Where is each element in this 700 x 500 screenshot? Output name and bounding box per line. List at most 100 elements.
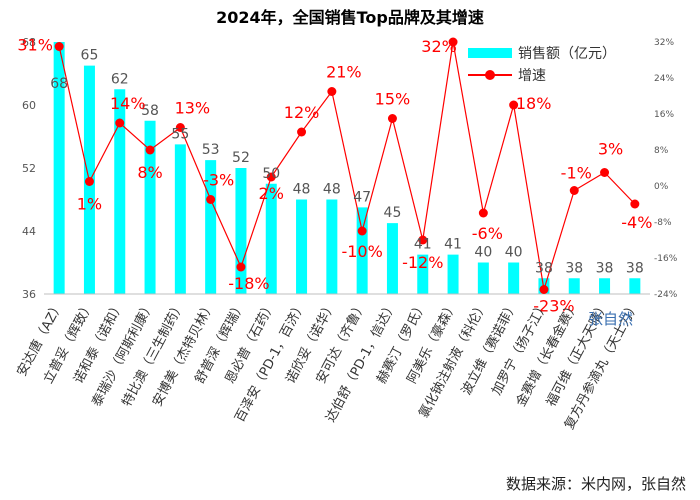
bar-value-label: 68 (50, 76, 68, 92)
growth-marker (509, 100, 519, 110)
growth-marker (387, 114, 397, 123)
y-right-tick-label: 0% (654, 182, 669, 192)
axes: 36 44 52 60 68 -24% -16% -8% 0% 8% 16% 24% 32% (22, 36, 678, 301)
growth-marker (357, 226, 367, 236)
bar-value-label: 41 (414, 237, 432, 253)
bar (386, 223, 398, 294)
bar (508, 262, 520, 294)
bar (235, 168, 247, 294)
growth-marker (236, 262, 246, 272)
bar (205, 160, 217, 294)
bar-value-label: 65 (81, 48, 99, 64)
growth-marker (539, 285, 549, 294)
growth-marker (84, 177, 94, 186)
y-left-tick-label: 60 (22, 99, 36, 112)
bar-value-label: 47 (353, 189, 371, 205)
bar-value-label: 58 (141, 103, 159, 119)
legend: 销售额（亿元） 增速 (468, 42, 616, 86)
bar-value-label: 40 (474, 245, 492, 261)
bar-value-label: 52 (232, 150, 250, 166)
legend-item-sales: 销售额（亿元） (468, 42, 616, 64)
bar (417, 254, 429, 294)
growth-value-label: -12% (402, 253, 443, 272)
growth-value-label: -1% (561, 164, 592, 183)
growth-value-label: 14% (110, 94, 146, 113)
bar (114, 89, 126, 294)
y-right-tick-label: 24% (654, 74, 674, 84)
legend-swatch-line (468, 70, 512, 80)
y-left-tick-label: 52 (22, 162, 36, 175)
growth-value-label: 2% (259, 184, 284, 203)
y-right-tick-label: -24% (654, 290, 678, 300)
legend-item-growth: 增速 (468, 64, 616, 86)
x-axis-categories: 安达唐（AZ）立普妥（辉致）诺和泰（诺和）泰瑞沙（阿斯利康）特比澳（三生制药）安… (14, 298, 643, 432)
growth-marker (175, 123, 185, 132)
bar (447, 254, 459, 294)
watermark-author: 张自然 (588, 310, 634, 328)
legend-label-growth: 增速 (518, 68, 546, 84)
growth-value-label: 13% (175, 99, 211, 118)
growth-marker (600, 168, 610, 177)
growth-marker (569, 186, 579, 195)
legend-label-sales: 销售额（亿元） (518, 46, 616, 62)
growth-marker (54, 42, 64, 51)
y-left-tick-label: 36 (22, 288, 36, 301)
y-right-tick-label: -16% (654, 254, 678, 264)
growth-marker (418, 235, 428, 245)
bar (599, 278, 611, 294)
bar (144, 120, 156, 294)
growth-value-label: -23% (533, 297, 574, 316)
growth-value-label: -6% (472, 224, 503, 243)
chart-title: 2024年，全国销售Top品牌及其增速 (216, 8, 484, 27)
growth-value-label: 31% (17, 36, 53, 55)
growth-value-label: 18% (516, 94, 552, 113)
y-left-tick-label: 44 (22, 225, 36, 238)
growth-marker (478, 208, 488, 218)
growth-value-label: -18% (228, 274, 269, 293)
growth-marker (145, 145, 155, 155)
growth-marker (327, 87, 337, 96)
growth-value-label: 8% (137, 163, 162, 182)
bar-value-label: 40 (505, 245, 523, 261)
growth-value-label: 1% (77, 195, 102, 214)
growth-marker (448, 37, 458, 47)
y-right-tick-label: -8% (654, 218, 672, 228)
bar-value-label: 53 (202, 142, 220, 158)
growth-value-label: 21% (326, 63, 362, 82)
bar (326, 199, 338, 294)
bar-value-label: 45 (384, 205, 402, 221)
bar-value-label: 48 (293, 182, 311, 198)
bar (477, 262, 489, 294)
bar (53, 42, 65, 294)
growth-value-label: 3% (598, 140, 623, 159)
bar-value-label: 38 (626, 260, 644, 276)
bar-value-label: 38 (535, 260, 553, 276)
bar-value-label: 41 (444, 237, 462, 253)
bar (356, 207, 368, 294)
growth-value-label: -3% (203, 171, 234, 190)
y-right-tick-label: 8% (654, 146, 669, 156)
bar (568, 278, 580, 294)
growth-value-label: 15% (375, 90, 411, 109)
bar-value-label: 55 (171, 126, 189, 142)
growth-marker (206, 195, 216, 204)
bar-value-label: 50 (262, 166, 280, 182)
growth-marker (297, 127, 307, 137)
growth-value-label: -4% (621, 213, 652, 232)
growth-value-label: 32% (421, 37, 457, 56)
growth-marker (115, 118, 125, 128)
growth-marker (266, 172, 276, 182)
growth-value-label: 12% (284, 103, 320, 122)
bar-value-label: 62 (111, 71, 129, 87)
y-left-tick-label: 68 (22, 36, 36, 49)
y-right-tick-label: 32% (654, 38, 674, 48)
growth-line (58, 41, 636, 290)
bar-value-label: 38 (596, 260, 614, 276)
bar (629, 278, 641, 294)
bar (265, 183, 277, 294)
bar-value-label: 48 (323, 182, 341, 198)
source-note: 数据来源：米内网，张自然 (505, 475, 686, 493)
growth-marker (630, 199, 640, 209)
data-labels: 68 65 62 58 55 53 52 50 48 48 47 45 41 41 40 40 38 38 38 38… (17, 36, 652, 316)
